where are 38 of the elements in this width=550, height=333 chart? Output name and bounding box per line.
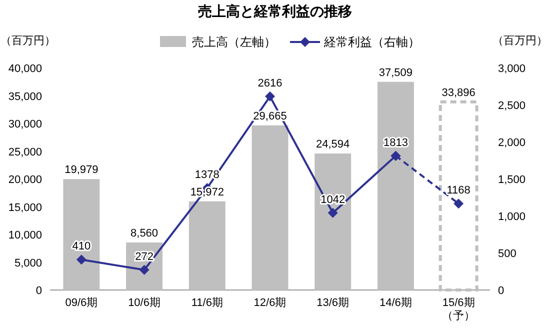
y2-axis-title: （百万円） — [492, 35, 548, 47]
y-tick-label: 5,000 — [14, 257, 42, 270]
x-tick-label: 10/6期 — [128, 297, 160, 309]
x-tick-label: 13/6期 — [316, 297, 350, 309]
legend-label: 経常利益（右軸） — [323, 35, 420, 49]
y-tick-label: 25,000 — [8, 146, 42, 158]
x-tick-label: 15/6期（予） — [442, 297, 476, 322]
data-label: 272 — [135, 250, 154, 263]
data-label: 1813 — [383, 136, 408, 149]
x-tick-label: 11/6期 — [191, 297, 223, 309]
y-tick-label: 0 — [36, 285, 42, 297]
data-label: 1168 — [446, 184, 470, 197]
y2-tick-label: 2,000 — [498, 137, 526, 149]
x-tick-label: 09/6期 — [65, 297, 98, 309]
y-tick-label: 15,000 — [8, 202, 42, 214]
y-axis-title: （百万円） — [0, 35, 56, 47]
y-tick-label: 40,000 — [8, 63, 42, 75]
data-label: 19,979 — [64, 164, 98, 176]
y-tick-label: 35,000 — [8, 90, 42, 103]
y-tick-label: 20,000 — [8, 174, 42, 186]
x-tick-label: 12/6期 — [254, 297, 286, 309]
data-label: 33,896 — [442, 86, 476, 99]
y2-tick-label: 2,500 — [498, 100, 526, 112]
y-tick-label: 10,000 — [8, 230, 42, 242]
data-label: 410 — [72, 240, 91, 253]
data-label: 37,509 — [378, 66, 413, 79]
legend-label: 売上高（左軸） — [192, 35, 276, 49]
y2-tick-label: 1,500 — [498, 174, 526, 186]
data-label: 2616 — [258, 77, 282, 90]
data-label: 24,594 — [316, 138, 350, 151]
y2-tick-label: 3,000 — [498, 63, 526, 75]
y-tick-label: 30,000 — [8, 118, 42, 130]
chart-title: 売上高と経常利益の推移 — [198, 3, 352, 19]
data-label: 8,560 — [130, 227, 158, 240]
y2-tick-label: 0 — [498, 285, 504, 297]
y2-tick-label: 500 — [498, 248, 516, 260]
y2-tick-label: 1,000 — [498, 211, 526, 223]
x-tick-label: 14/6期 — [380, 297, 412, 309]
